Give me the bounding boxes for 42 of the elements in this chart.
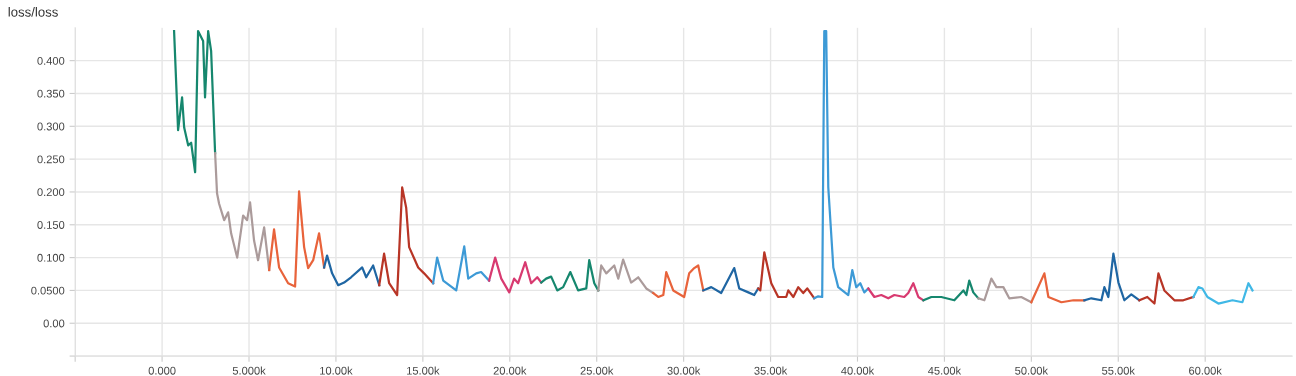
line-series <box>922 279 980 302</box>
x-tick-label: 25.00k <box>580 366 614 375</box>
x-tick-label: 10.00k <box>320 366 353 375</box>
y-tick-label: 0.350 <box>37 89 65 98</box>
x-tick-label: 50.00k <box>1015 366 1049 375</box>
line-series <box>1083 252 1141 302</box>
line-series <box>378 186 435 297</box>
y-tick-label: 0.200 <box>37 188 65 197</box>
x-tick-label: 20.00k <box>493 366 527 375</box>
line-series <box>597 258 655 295</box>
x-tick-label: 5.000k <box>232 366 266 375</box>
line-series <box>977 277 1033 304</box>
chart-title: loss/loss <box>8 7 58 17</box>
line-series <box>757 251 816 300</box>
line-series <box>867 282 925 302</box>
line-series <box>172 30 217 174</box>
line-series <box>323 254 381 287</box>
y-tick-label: 0.300 <box>37 122 65 131</box>
line-series <box>432 245 491 292</box>
line-series <box>1138 272 1195 305</box>
line-series <box>487 256 543 294</box>
line-series <box>813 30 870 300</box>
line-series <box>702 266 760 297</box>
y-tick-label: 0.00 <box>43 319 65 328</box>
y-tick-label: 0.400 <box>37 56 65 65</box>
y-tick-label: 0.0500 <box>31 286 65 295</box>
y-tick-label: 0.250 <box>37 155 65 164</box>
x-tick-label: 30.00k <box>667 366 701 375</box>
x-tick-label: 55.00k <box>1102 366 1135 375</box>
x-tick-label: 40.00k <box>841 366 875 375</box>
line-series <box>652 264 705 299</box>
x-tick-label: 60.00k <box>1189 366 1222 375</box>
x-tick-label: 0.000 <box>148 366 176 375</box>
y-tick-label: 0.100 <box>37 253 65 262</box>
y-tick-label: 0.150 <box>37 221 65 229</box>
x-tick-label: 45.00k <box>927 366 962 375</box>
line-series <box>1030 272 1086 304</box>
line-series <box>1192 282 1254 305</box>
line-series <box>540 259 600 292</box>
line-series <box>268 190 326 288</box>
x-tick-label: 35.00k <box>754 366 788 375</box>
x-tick-label: 15.00k <box>407 366 440 375</box>
